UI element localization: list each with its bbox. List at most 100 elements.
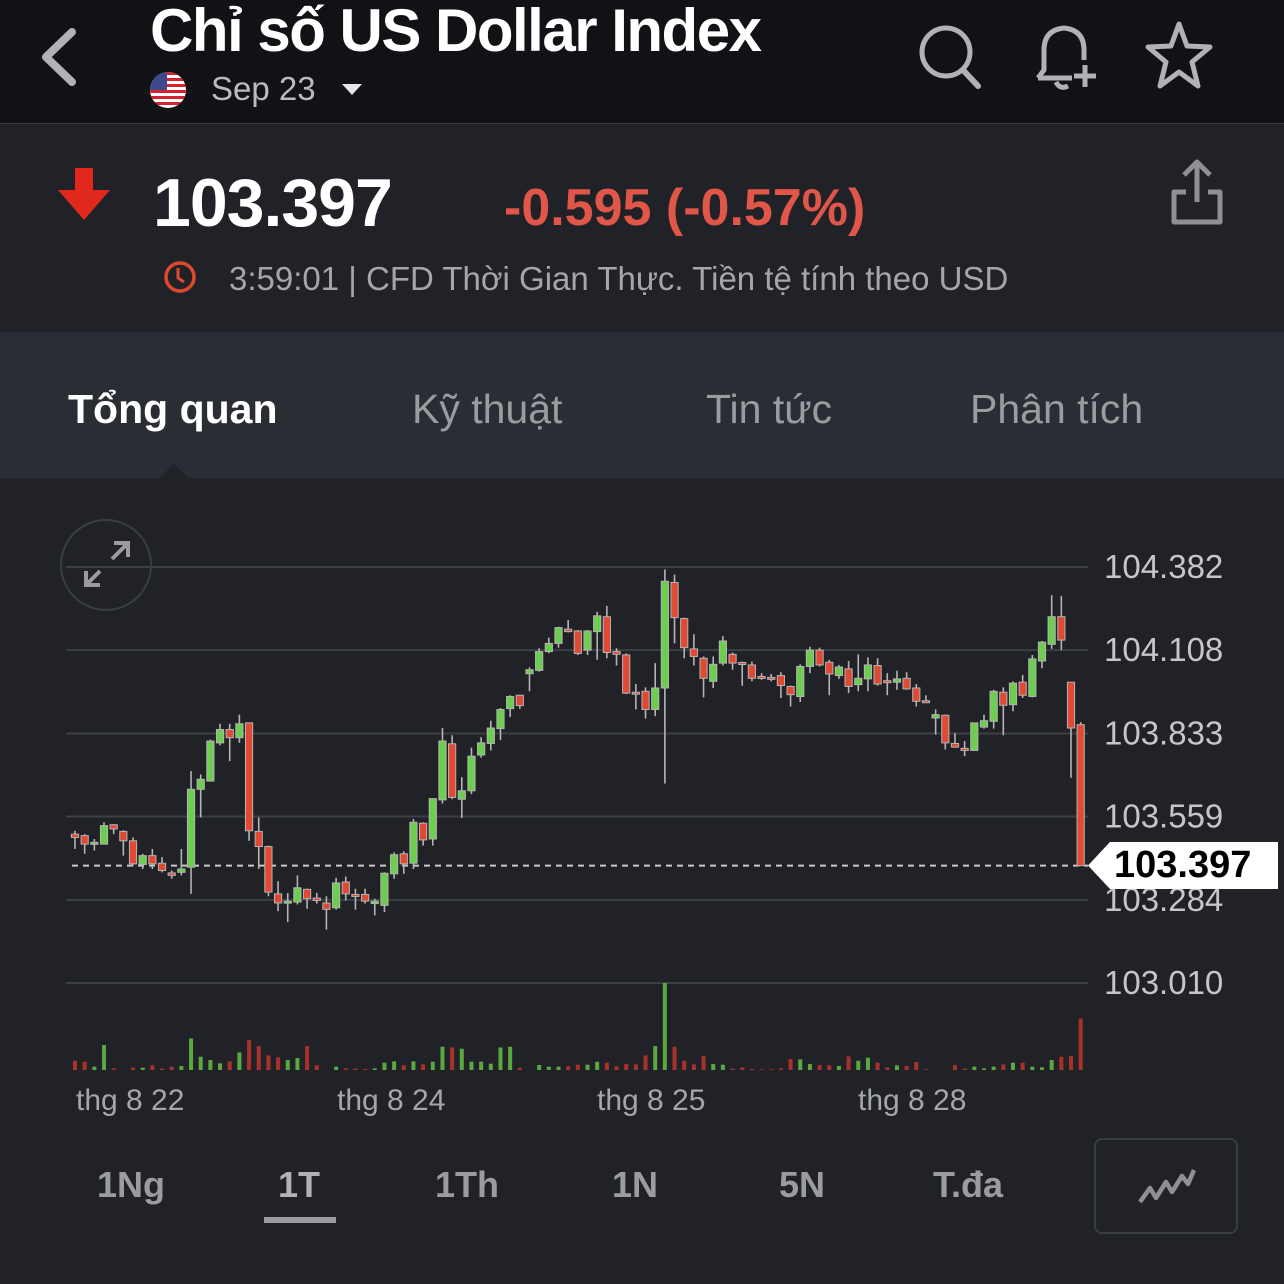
candle-body — [322, 902, 331, 910]
candle-body — [196, 778, 205, 790]
candle-body — [602, 616, 611, 654]
volume-bar — [266, 1055, 271, 1070]
volume-bar — [788, 1059, 793, 1070]
volume-bar — [411, 1061, 416, 1070]
volume-bar — [730, 1068, 735, 1070]
contract-selector[interactable]: Sep 23 — [211, 70, 316, 107]
volume-bar — [1010, 1062, 1015, 1070]
candle-body — [796, 665, 805, 697]
volume-bar — [701, 1056, 706, 1070]
y-tick-label: 103.833 — [1104, 714, 1223, 751]
candle-body — [302, 888, 312, 900]
volume-bar — [382, 1062, 387, 1070]
candle-body — [428, 798, 437, 840]
volume-bar — [227, 1061, 232, 1070]
volume-bar — [131, 1067, 136, 1070]
volume-bar — [488, 1063, 493, 1070]
volume-bar — [556, 1066, 561, 1070]
candle-body — [921, 700, 931, 704]
candle-body — [506, 695, 515, 710]
candle-body — [844, 668, 853, 687]
candle-body — [157, 862, 167, 872]
period-1d[interactable]: 1Ng — [97, 1164, 166, 1205]
us-flag-icon — [150, 72, 186, 108]
candle-body — [341, 881, 350, 895]
period-max[interactable]: T.đa — [933, 1164, 1004, 1205]
volume-bar — [314, 1065, 319, 1070]
last-price-marker — [1088, 842, 1278, 889]
period-1w[interactable]: 1T — [278, 1164, 321, 1205]
back-chevron-icon[interactable] — [36, 26, 82, 88]
candle-body — [1018, 681, 1027, 696]
candle-body — [670, 581, 679, 619]
chart-type-button[interactable] — [1094, 1138, 1238, 1234]
volume-bar — [111, 1068, 116, 1070]
volume-bar — [430, 1061, 435, 1070]
volume-bar — [1040, 1067, 1044, 1070]
volume-bar — [82, 1061, 87, 1070]
tab-overview[interactable]: Tổng quan — [68, 386, 278, 432]
candle-body — [950, 742, 960, 748]
candle-body — [351, 893, 360, 897]
tab-analysis[interactable]: Phân tích — [970, 386, 1144, 432]
volume-bar — [749, 1069, 754, 1070]
y-tick-label: 104.108 — [1104, 631, 1223, 668]
volume-bar — [614, 1066, 619, 1070]
candle-body — [186, 788, 196, 868]
volume-bar — [595, 1061, 600, 1070]
candle-body — [631, 691, 640, 695]
candle-body — [834, 666, 844, 677]
y-tick-label: 103.010 — [1104, 964, 1223, 1001]
candle-body — [1028, 658, 1037, 697]
volume-bar — [237, 1052, 242, 1070]
volume-bar — [904, 1066, 909, 1070]
candle-body — [892, 678, 902, 683]
candle-body — [225, 729, 234, 739]
expand-icon[interactable] — [60, 519, 152, 611]
star-icon[interactable] — [1144, 20, 1214, 92]
period-5y[interactable]: 5N — [779, 1164, 826, 1205]
candle-body — [535, 651, 544, 671]
candle-body — [863, 664, 873, 680]
candle-body — [757, 675, 766, 679]
candle-body — [825, 661, 834, 675]
candle-body — [148, 855, 157, 865]
volume-bar — [662, 983, 667, 1070]
volume-bar — [372, 1068, 377, 1070]
candle-body — [902, 677, 911, 690]
volume-bar — [256, 1046, 261, 1070]
volume-bar — [508, 1046, 513, 1070]
candle-body — [815, 649, 824, 666]
volume-bar — [643, 1055, 648, 1070]
candle-body — [970, 722, 979, 751]
candle-body — [583, 630, 592, 651]
candle-body — [477, 742, 486, 756]
volume-bar — [450, 1047, 455, 1070]
candle-body — [206, 740, 215, 782]
candlestick-chart[interactable]: 104.382104.108103.833103.559103.284103.0… — [0, 480, 1284, 1080]
share-icon[interactable] — [1168, 158, 1226, 226]
volume-bar — [276, 1057, 281, 1070]
candle-body — [438, 740, 447, 801]
volume-bar — [285, 1060, 290, 1070]
period-1y[interactable]: 1N — [612, 1164, 659, 1205]
volume-bar — [546, 1066, 551, 1070]
bell-plus-icon[interactable] — [1030, 20, 1100, 92]
candle-body — [738, 662, 747, 666]
volume-bar — [691, 1064, 696, 1070]
candle-body — [699, 657, 708, 679]
volume-bar — [73, 1060, 77, 1070]
candle-body — [80, 835, 89, 845]
caret-down-icon[interactable] — [342, 84, 362, 95]
candle-body — [573, 630, 582, 654]
candle-body — [177, 868, 186, 873]
volume-bar — [604, 1062, 609, 1070]
volume-bar — [353, 1068, 358, 1070]
candle-body — [331, 882, 341, 909]
tab-technical[interactable]: Kỹ thuật — [412, 386, 563, 432]
volume-bar — [459, 1048, 464, 1070]
clock-icon — [164, 261, 196, 293]
tab-news[interactable]: Tin tức — [706, 386, 833, 432]
search-icon[interactable] — [916, 20, 986, 92]
period-1m[interactable]: 1Th — [435, 1164, 500, 1205]
